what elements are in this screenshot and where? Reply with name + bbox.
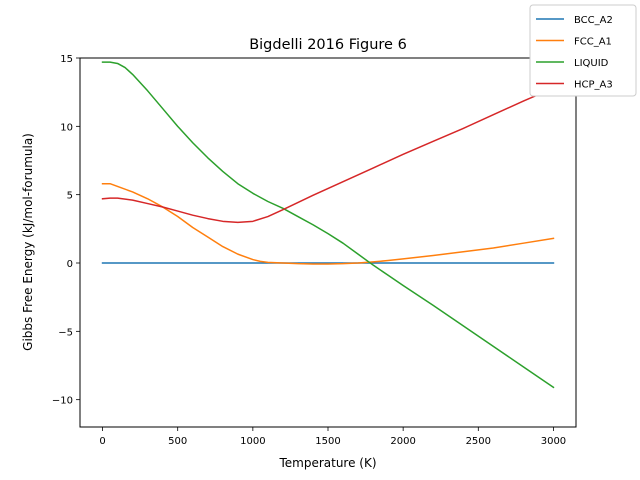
series-line-fcc-a1 — [101, 182, 555, 265]
y-tick-label: −5 — [58, 327, 73, 338]
legend-label: HCP_A3 — [574, 80, 613, 91]
legend-box — [529, 4, 637, 97]
y-axis-label: Gibbs Free Energy (kJ/mol-forumula) — [21, 133, 35, 351]
series-layer — [101, 61, 555, 389]
y-axis: −10 −5 0 5 10 15 — [52, 54, 80, 407]
legend-label: BCC_A2 — [574, 15, 613, 26]
x-tick-label: 2500 — [466, 436, 491, 447]
y-tick-label: 5 — [67, 191, 73, 202]
legend-label: LIQUID — [574, 58, 609, 69]
x-tick-label: 1000 — [240, 436, 265, 447]
y-tick-label: 10 — [60, 122, 73, 133]
legend-label: FCC_A1 — [574, 37, 612, 48]
y-tick-label: 0 — [67, 259, 73, 270]
x-tick-label: 500 — [168, 436, 187, 447]
y-tick-label: −10 — [52, 396, 73, 407]
x-tick-label: 2000 — [390, 436, 415, 447]
legend: BCC_A2 FCC_A1 LIQUID HCP_A3 — [529, 4, 637, 97]
x-axis-label: Temperature (K) — [278, 456, 376, 470]
y-tick-label: 15 — [60, 54, 73, 65]
x-axis: 0 500 1000 1500 2000 2500 3000 — [99, 427, 566, 447]
x-tick-label: 0 — [99, 436, 105, 447]
series-line-hcp-a3 — [101, 87, 555, 224]
series-line-liquid — [101, 61, 555, 389]
chart-title: Bigdelli 2016 Figure 6 — [249, 37, 407, 53]
x-tick-label: 1500 — [315, 436, 340, 447]
x-tick-label: 3000 — [541, 436, 566, 447]
